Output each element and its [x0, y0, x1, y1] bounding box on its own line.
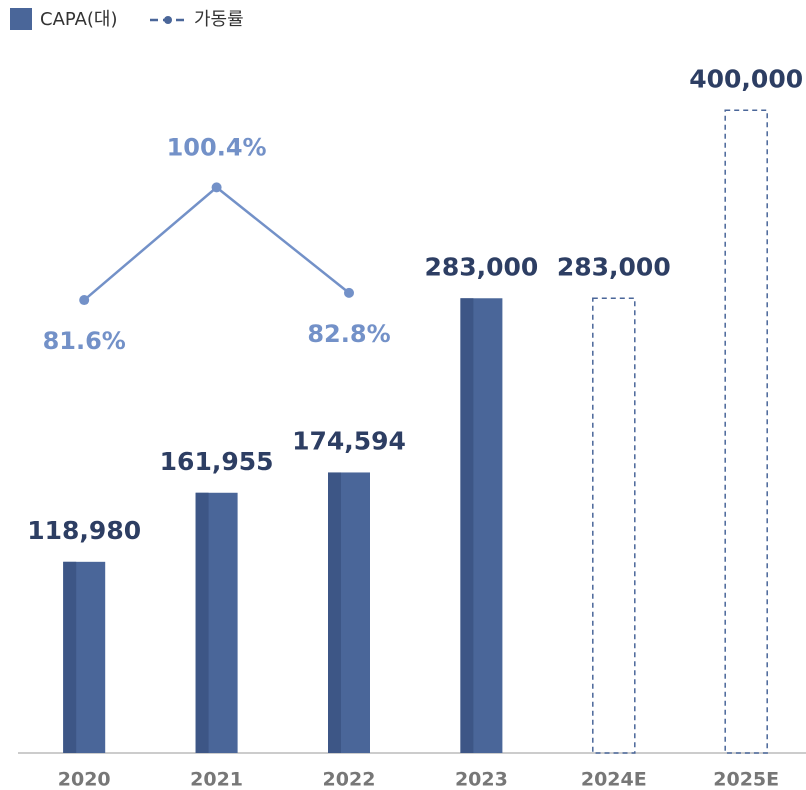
bar-shade	[195, 492, 209, 753]
data-label: 174,594	[292, 426, 406, 455]
line-point	[344, 287, 354, 298]
line	[83, 185, 350, 301]
line-label: 82.8%	[307, 320, 390, 348]
data-label: 400,000	[689, 64, 803, 93]
x-tick-label: 2025E	[713, 769, 779, 790]
line-point	[211, 182, 222, 193]
data-label: 283,000	[424, 252, 538, 281]
data-label: 161,955	[160, 447, 274, 476]
x-tick-label: 2022	[323, 769, 376, 790]
bar-shade	[63, 561, 77, 753]
legend-label: CAPA(대)	[40, 9, 118, 30]
bar-estimate	[724, 109, 768, 754]
bar-shade	[460, 298, 474, 753]
x-tick-label: 2021	[190, 769, 243, 790]
x-tick-label: 2023	[455, 769, 508, 790]
data-label: 283,000	[557, 252, 671, 281]
bar-estimate	[592, 297, 636, 754]
bar-shade	[328, 472, 341, 753]
x-tick-label: 2020	[58, 769, 111, 790]
legend-swatch-dot	[164, 16, 172, 24]
line-point	[79, 295, 90, 306]
legend-swatch-bar	[10, 8, 32, 30]
x-tick-label: 2024E	[581, 769, 647, 790]
data-label: 118,980	[27, 516, 141, 545]
line-label: 81.6%	[43, 327, 126, 355]
legend-label: 가동률	[194, 9, 244, 30]
line-label: 100.4%	[167, 133, 267, 161]
